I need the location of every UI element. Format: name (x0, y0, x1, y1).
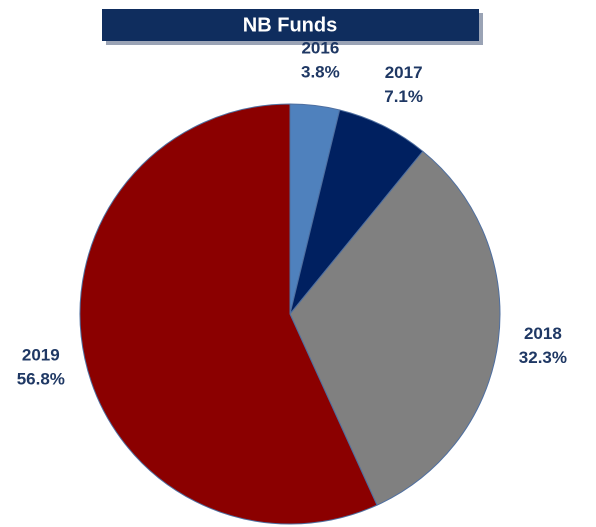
pie-slice (79, 103, 378, 525)
title-box (102, 9, 479, 41)
slice-value-label: 32.3% (519, 348, 567, 367)
pie-slice (289, 150, 501, 506)
slice-category-label: 2018 (524, 324, 562, 343)
slice-value-label: 56.8% (17, 370, 65, 389)
slice-category-label: 2016 (301, 38, 339, 57)
slice-category-label: 2019 (22, 346, 60, 365)
slice-value-label: 3.8% (301, 62, 340, 81)
chart-title: NB Funds (243, 14, 337, 36)
slice-category-label: 2017 (385, 63, 423, 82)
slice-value-label: 7.1% (384, 87, 423, 106)
